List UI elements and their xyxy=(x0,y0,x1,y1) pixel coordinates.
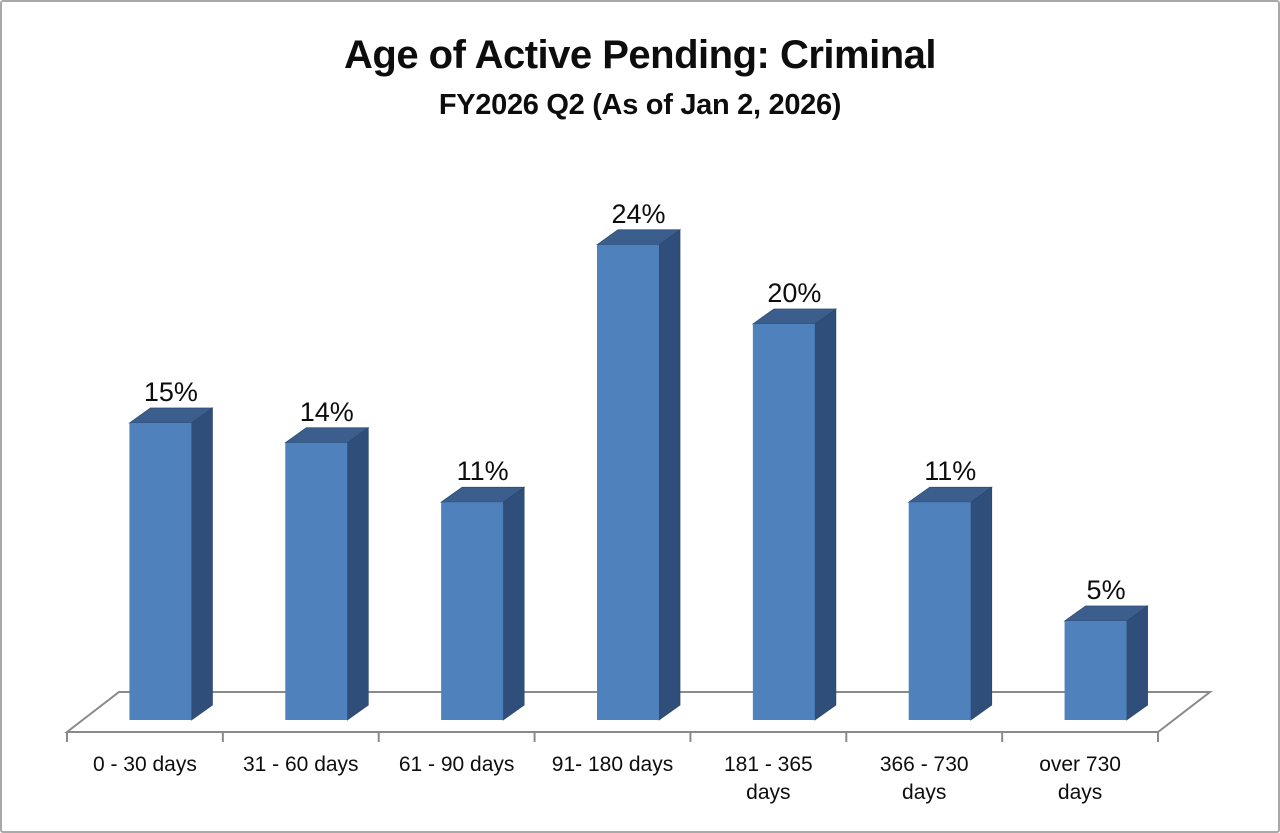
x-axis-category-label-line: over 730 xyxy=(1039,753,1121,776)
bar-value-label: 24% xyxy=(611,199,665,229)
bar-front-face xyxy=(597,244,659,721)
x-axis-category-label: over 730 days xyxy=(1039,753,1121,804)
bar-column: 20% xyxy=(751,278,838,721)
x-axis-category-label: 366 - 730 days xyxy=(880,753,969,804)
x-axis-category-label-line: days xyxy=(902,781,946,804)
x-axis-category-label: 61 - 90 days xyxy=(399,753,515,776)
bar-front-face xyxy=(441,502,504,720)
bar-front-face xyxy=(752,324,815,720)
bar-value-label: 11% xyxy=(924,456,976,486)
bar-side-face xyxy=(191,407,213,721)
x-axis-category-label-line: 181 - 365 xyxy=(724,753,813,776)
chart-title: Age of Active Pending: Criminal xyxy=(344,33,936,77)
bar-column: 14% xyxy=(284,397,370,721)
bar-column: 5% xyxy=(1063,575,1149,721)
x-axis-category-label: 91- 180 days xyxy=(552,753,673,776)
bar-side-face xyxy=(658,229,681,721)
x-axis-category-label-line: 31 - 60 days xyxy=(243,753,359,776)
bar-column: 24% xyxy=(595,199,682,721)
bar-side-face xyxy=(970,486,993,721)
x-axis-category-label: 181 - 365 days xyxy=(724,753,813,804)
bar-column: 11% xyxy=(907,456,993,721)
bar-front-face xyxy=(1064,621,1127,720)
x-axis-category-label-line: 91- 180 days xyxy=(552,753,673,776)
x-axis-category-label-line: 0 - 30 days xyxy=(93,753,197,776)
bar-value-label: 20% xyxy=(767,278,821,308)
bar-column: 11% xyxy=(439,456,526,721)
bar-front-face xyxy=(129,423,192,720)
x-axis-category-label-line: days xyxy=(746,781,790,804)
bar-side-face xyxy=(1126,605,1148,721)
bar-value-label: 15% xyxy=(144,377,198,407)
x-axis-category-label: 0 - 30 days xyxy=(93,753,197,776)
x-axis-category-label-line: 61 - 90 days xyxy=(399,753,515,776)
bar-value-label: 11% xyxy=(457,456,509,486)
x-axis-category-label-line: days xyxy=(1058,781,1102,804)
x-axis-category-label: 31 - 60 days xyxy=(243,753,359,776)
bar-side-face xyxy=(346,427,369,721)
bar-value-label: 5% xyxy=(1087,575,1126,605)
bar-value-label: 14% xyxy=(300,397,354,427)
bar-side-face xyxy=(502,486,525,721)
chart-floor xyxy=(64,691,1213,733)
bar-front-face xyxy=(285,442,348,720)
x-axis-category-label-line: 366 - 730 xyxy=(880,753,969,776)
bar-column: 15% xyxy=(128,377,214,721)
bar-side-face xyxy=(814,308,837,721)
bar-front-face xyxy=(908,502,971,720)
chart-subtitle: FY2026 Q2 (As of Jan 2, 2026) xyxy=(438,89,842,121)
